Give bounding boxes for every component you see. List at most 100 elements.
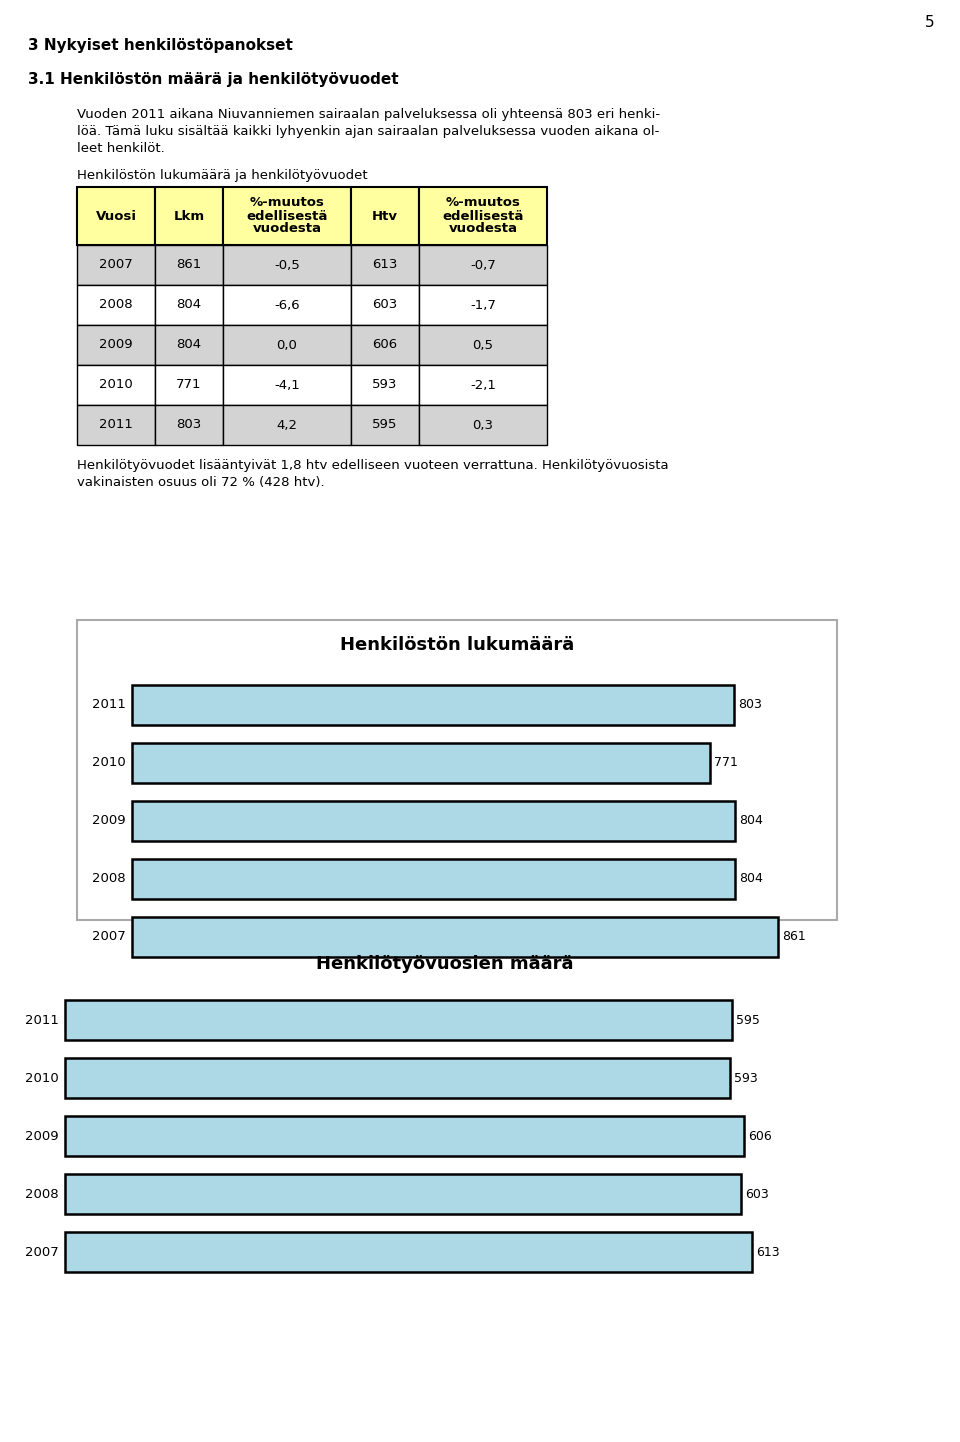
Text: edellisestä: edellisestä: [443, 209, 524, 222]
Text: 2008: 2008: [92, 872, 126, 885]
Text: 2010: 2010: [25, 1071, 59, 1084]
Text: vakinaisten osuus oli 72 % (428 htv).: vakinaisten osuus oli 72 % (428 htv).: [77, 476, 324, 489]
Text: 613: 613: [756, 1246, 780, 1259]
Text: 771: 771: [714, 757, 738, 770]
Text: 804: 804: [739, 872, 763, 885]
Bar: [132, 800, 735, 841]
Text: 2007: 2007: [25, 1246, 59, 1259]
Text: 4,2: 4,2: [276, 418, 298, 431]
Text: 2011: 2011: [92, 698, 126, 711]
Text: %-muutos: %-muutos: [445, 196, 520, 209]
Bar: [155, 245, 223, 286]
Bar: [223, 365, 351, 405]
Bar: [223, 286, 351, 324]
Bar: [77, 365, 155, 405]
Text: 804: 804: [177, 298, 202, 311]
Bar: [65, 999, 732, 1040]
Bar: [132, 685, 734, 725]
Text: vuodesta: vuodesta: [252, 222, 322, 235]
Text: 2009: 2009: [25, 1129, 59, 1142]
Text: 861: 861: [177, 258, 202, 271]
Text: edellisestä: edellisestä: [247, 209, 327, 222]
Bar: [223, 187, 351, 245]
Text: löä. Tämä luku sisältää kaikki lyhyenkin ajan sairaalan palveluksessa vuoden aik: löä. Tämä luku sisältää kaikki lyhyenkin…: [77, 125, 660, 138]
Text: 3.1 Henkilöstön määrä ja henkilötyövuodet: 3.1 Henkilöstön määrä ja henkilötyövuode…: [28, 72, 398, 87]
Text: 2009: 2009: [92, 815, 126, 828]
Text: leet henkilöt.: leet henkilöt.: [77, 141, 165, 154]
Bar: [65, 1174, 741, 1214]
Bar: [132, 743, 710, 783]
Text: -4,1: -4,1: [275, 378, 300, 391]
Bar: [223, 324, 351, 365]
Bar: [77, 245, 155, 286]
Bar: [223, 405, 351, 446]
Text: Henkilöstön lukumäärä ja henkilötyövuodet: Henkilöstön lukumäärä ja henkilötyövuode…: [77, 169, 368, 182]
Bar: [351, 286, 419, 324]
Text: 2010: 2010: [99, 378, 132, 391]
Text: 0,0: 0,0: [276, 339, 298, 352]
Bar: [155, 365, 223, 405]
Bar: [132, 859, 735, 898]
Text: 0,5: 0,5: [472, 339, 493, 352]
Text: Lkm: Lkm: [174, 209, 204, 222]
Text: 803: 803: [738, 698, 762, 711]
Text: 804: 804: [739, 815, 763, 828]
Bar: [77, 187, 155, 245]
Bar: [77, 324, 155, 365]
Bar: [351, 324, 419, 365]
Bar: [351, 245, 419, 286]
Text: Vuosi: Vuosi: [95, 209, 136, 222]
Bar: [351, 365, 419, 405]
Text: 2011: 2011: [25, 1014, 59, 1027]
Text: 861: 861: [781, 930, 805, 943]
Text: 2007: 2007: [92, 930, 126, 943]
Text: 2010: 2010: [92, 757, 126, 770]
Bar: [65, 1116, 744, 1156]
Text: 603: 603: [372, 298, 397, 311]
Text: 606: 606: [372, 339, 397, 352]
Text: -6,6: -6,6: [275, 298, 300, 311]
Text: 804: 804: [177, 339, 202, 352]
Bar: [419, 405, 547, 446]
Bar: [155, 324, 223, 365]
Text: 2009: 2009: [99, 339, 132, 352]
Text: 5: 5: [925, 14, 935, 30]
Bar: [351, 187, 419, 245]
Text: -2,1: -2,1: [470, 378, 496, 391]
Text: Henkilöstön lukumäärä: Henkilöstön lukumäärä: [340, 636, 574, 655]
Text: Htv: Htv: [372, 209, 398, 222]
Text: %-muutos: %-muutos: [250, 196, 324, 209]
Text: 593: 593: [372, 378, 397, 391]
Text: -0,5: -0,5: [275, 258, 300, 271]
Text: 603: 603: [745, 1188, 769, 1201]
Bar: [419, 365, 547, 405]
Text: Vuoden 2011 aikana Niuvanniemen sairaalan palveluksessa oli yhteensä 803 eri hen: Vuoden 2011 aikana Niuvanniemen sairaala…: [77, 108, 660, 121]
Bar: [155, 286, 223, 324]
Bar: [77, 405, 155, 446]
Bar: [419, 245, 547, 286]
Bar: [155, 187, 223, 245]
Bar: [132, 917, 778, 957]
Bar: [419, 286, 547, 324]
Bar: [419, 187, 547, 245]
Bar: [155, 405, 223, 446]
Text: -1,7: -1,7: [470, 298, 496, 311]
Text: 593: 593: [733, 1071, 757, 1084]
Text: 595: 595: [736, 1014, 760, 1027]
Text: 2008: 2008: [99, 298, 132, 311]
Bar: [77, 286, 155, 324]
Bar: [419, 324, 547, 365]
Text: 2007: 2007: [99, 258, 132, 271]
Text: 771: 771: [177, 378, 202, 391]
Bar: [65, 1058, 730, 1097]
Text: Henkilötyövuodet lisääntyivät 1,8 htv edelliseen vuoteen verrattuna. Henkilötyöv: Henkilötyövuodet lisääntyivät 1,8 htv ed…: [77, 459, 668, 472]
Text: Henkilötyövuosien määrä: Henkilötyövuosien määrä: [316, 955, 574, 973]
Text: 595: 595: [372, 418, 397, 431]
Text: 606: 606: [749, 1129, 772, 1142]
Text: 803: 803: [177, 418, 202, 431]
Text: 613: 613: [372, 258, 397, 271]
Bar: [77, 620, 837, 920]
Text: vuodesta: vuodesta: [448, 222, 517, 235]
Text: 2011: 2011: [99, 418, 132, 431]
Bar: [351, 405, 419, 446]
